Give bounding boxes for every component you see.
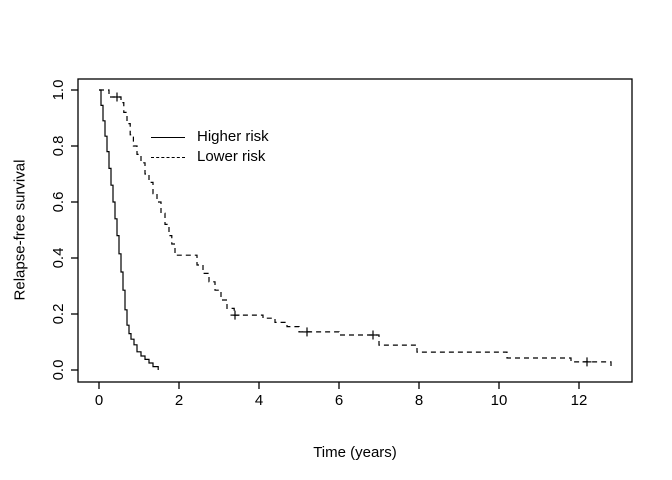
y-tick-label: 0.6 — [50, 192, 67, 213]
legend-label-lower-risk: Lower risk — [197, 148, 266, 165]
legend: Higher risk Lower risk — [151, 127, 269, 167]
x-tick-label: 0 — [95, 392, 103, 409]
y-tick-label: 0.4 — [50, 248, 67, 269]
lower-risk-curve — [99, 89, 612, 370]
y-tick-label: 1.0 — [50, 80, 67, 101]
higher-risk-curve — [99, 89, 159, 370]
y-axis: 0.0 0.2 0.4 0.6 0.8 1.0 — [50, 80, 78, 381]
x-tick-label: 12 — [571, 392, 588, 409]
plot-box — [77, 78, 633, 383]
y-axis-title: Relapse-free survival — [11, 159, 29, 301]
x-tick-label: 10 — [491, 392, 508, 409]
legend-label-higher-risk: Higher risk — [197, 128, 269, 145]
x-tick-label: 6 — [335, 392, 343, 409]
x-axis-title: Time (years) — [313, 444, 397, 461]
y-tick-label: 0.0 — [50, 360, 67, 381]
solid-line-sample — [151, 136, 185, 138]
x-tick-label: 2 — [175, 392, 183, 409]
legend-row-lower-risk: Lower risk — [151, 147, 269, 167]
x-axis: 0 2 4 6 8 10 12 — [95, 382, 588, 409]
lower-risk-series — [99, 89, 612, 370]
higher-risk-series — [99, 89, 159, 370]
y-tick-label: 0.2 — [50, 304, 67, 325]
y-tick-label: 0.8 — [50, 136, 67, 157]
dashed-line-sample — [151, 156, 185, 158]
x-tick-label: 4 — [255, 392, 263, 409]
legend-row-higher-risk: Higher risk — [151, 127, 269, 147]
x-tick-label: 8 — [415, 392, 423, 409]
lower-risk-censor-marks — [112, 92, 592, 367]
